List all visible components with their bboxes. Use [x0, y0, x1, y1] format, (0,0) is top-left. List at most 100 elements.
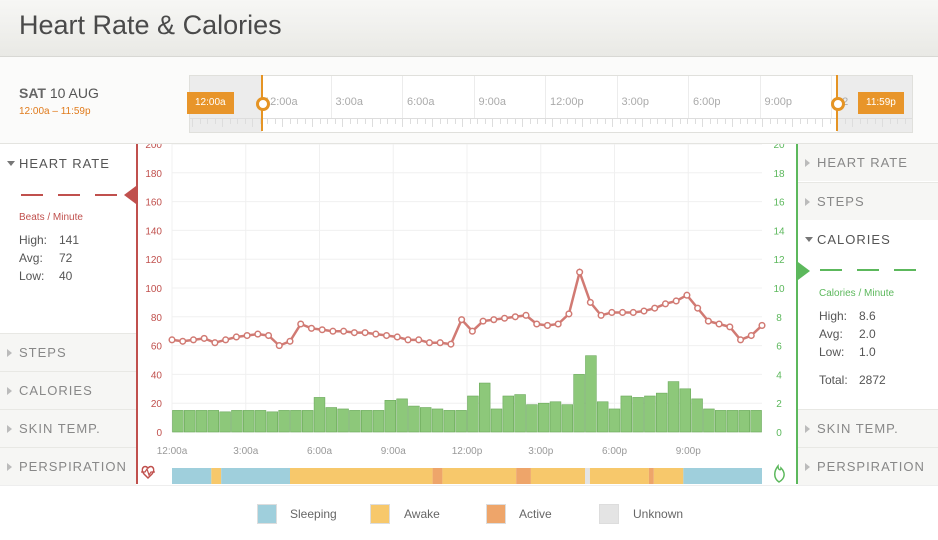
- timeline-tick: [372, 119, 373, 127]
- legend-swatch-sleeping: [257, 504, 277, 524]
- heart-rate-point: [168, 336, 176, 344]
- timeline-tick: [424, 119, 426, 124]
- timeline-tick: [574, 119, 576, 124]
- calories-bar: [278, 410, 290, 433]
- timeline-tick: [627, 119, 628, 124]
- stat-low: Low: 40: [19, 269, 73, 283]
- date-label: SAT 10 AUG: [19, 85, 99, 101]
- calories-bar: [596, 401, 609, 433]
- timeline-tick: [207, 119, 208, 124]
- timeline-tick: [484, 119, 486, 124]
- x-axis-tick-label: 3:00a: [233, 446, 258, 457]
- heart-rate-point: [232, 333, 240, 341]
- calories-bar: [644, 395, 656, 433]
- heart-rate-point: [597, 311, 605, 319]
- heart-rate-point: [565, 310, 573, 318]
- timeline-start-tag[interactable]: 12:00a: [187, 92, 234, 114]
- timeline-tick: [409, 119, 411, 124]
- calories-bar: [207, 410, 220, 433]
- date-value: 10 AUG: [49, 85, 99, 101]
- timeline-tick: [619, 119, 621, 124]
- calories-bar: [361, 410, 373, 433]
- timeline-tick: [432, 119, 433, 127]
- left-section-perspiration[interactable]: PERSPIRATION: [0, 447, 136, 485]
- timeline-tick: [874, 119, 876, 124]
- legend-swatch-active: [486, 504, 506, 524]
- heart-rate-point: [747, 331, 755, 340]
- timeline-tick: [327, 119, 328, 124]
- timeline-tick: [462, 119, 463, 127]
- left-section-calories[interactable]: CALORIES: [0, 371, 136, 409]
- timeline-tick: [822, 119, 823, 127]
- heart-rate-point: [468, 327, 476, 335]
- timeline-end-tag[interactable]: 11:59p: [858, 92, 904, 114]
- heart-rate-point: [618, 308, 627, 317]
- right-section-perspiration[interactable]: PERSPIRATION: [798, 447, 938, 485]
- activity-band-segment: [516, 468, 531, 484]
- timeline-tick: [499, 119, 501, 124]
- heart-rate-point: [479, 317, 487, 325]
- timeline-tick: [357, 119, 358, 124]
- timeline-tick: [702, 119, 703, 127]
- left-section-steps[interactable]: STEPS: [0, 333, 136, 371]
- timeline-tick: [889, 119, 891, 124]
- left-section-skin-temp[interactable]: SKIN TEMP.: [0, 409, 136, 447]
- timeline-tick: [754, 119, 756, 124]
- timeline-gridline: [831, 76, 832, 118]
- chevron-right-icon: [805, 463, 810, 471]
- calories-bar: [573, 374, 585, 433]
- timeline-hour-label: 3:00a: [335, 96, 364, 108]
- calories-bar: [691, 398, 703, 433]
- right-active-metric-calories[interactable]: CALORIES: [817, 232, 891, 247]
- calories-bar: [219, 411, 231, 433]
- calories-bar: [703, 408, 715, 433]
- timeline-end-handle[interactable]: [831, 97, 845, 111]
- chevron-right-icon: [805, 425, 810, 433]
- right-section-skin-temp[interactable]: SKIN TEMP.: [798, 409, 938, 447]
- right-axis-border: [796, 144, 798, 484]
- calories-bar: [714, 410, 727, 433]
- timeline-tick: [192, 119, 193, 127]
- timeline-tick: [394, 119, 396, 124]
- timeline-tick: [492, 119, 493, 127]
- timeline-tick: [477, 119, 478, 124]
- left-axis-tick-label: 140: [145, 226, 162, 237]
- timeline-tick: [304, 119, 306, 124]
- calories-bar: [243, 410, 255, 433]
- right-section-steps[interactable]: STEPS: [798, 182, 938, 220]
- legend-label-sleeping: Sleeping: [290, 507, 337, 521]
- heart-rate-point: [608, 308, 616, 317]
- heart-rate-point: [758, 321, 766, 329]
- chevron-right-icon: [805, 198, 810, 206]
- right-section-heart-rate[interactable]: HEART RATE: [798, 144, 938, 181]
- stat-avg: Avg: 72: [19, 251, 73, 265]
- timeline-start-handle[interactable]: [256, 97, 270, 111]
- activity-band-segment: [211, 468, 222, 484]
- calories-bar: [561, 404, 573, 433]
- heart-rate-point: [694, 304, 702, 312]
- activity-band-segment: [432, 468, 443, 484]
- calories-bar: [183, 410, 196, 433]
- heart-rate-point: [543, 321, 552, 329]
- heart-rate-point: [458, 316, 466, 324]
- calories-bar: [254, 410, 267, 433]
- activity-band-segment: [683, 468, 762, 484]
- calories-bar: [490, 408, 503, 433]
- left-axis-tick-label: 160: [145, 198, 162, 209]
- timeline-tick: [657, 119, 658, 124]
- heart-rate-point: [436, 339, 444, 347]
- calories-bar: [431, 408, 444, 433]
- calories-bar: [667, 381, 680, 433]
- right-axis-tick-label: 16: [773, 198, 785, 209]
- timeline-scrubber[interactable]: 12:00a 3:00a 6:00a 9:00a 12:00p 3:00p 6:00p 9:0…: [189, 75, 913, 133]
- legend-label-unknown: Unknown: [633, 507, 684, 521]
- heart-rate-point: [286, 337, 294, 345]
- heart-rate-calories-chart[interactable]: 0 20 40 60 80 100 120 140 160 180 200 0 2 4 6 8 10 12 14 16…: [136, 140, 798, 484]
- chart-area[interactable]: 0 20 40 60 80 100 120 140 160 180 200 0 2 4 6 8 10 12 14 16…: [136, 140, 798, 484]
- left-active-metric-heart-rate[interactable]: HEART RATE: [19, 156, 110, 171]
- timeline-tick: [799, 119, 801, 124]
- left-axis-border: [136, 144, 138, 484]
- heart-rate-point: [726, 323, 734, 331]
- heart-rate-point: [522, 311, 530, 319]
- expanded-arrow-icon: [805, 237, 813, 242]
